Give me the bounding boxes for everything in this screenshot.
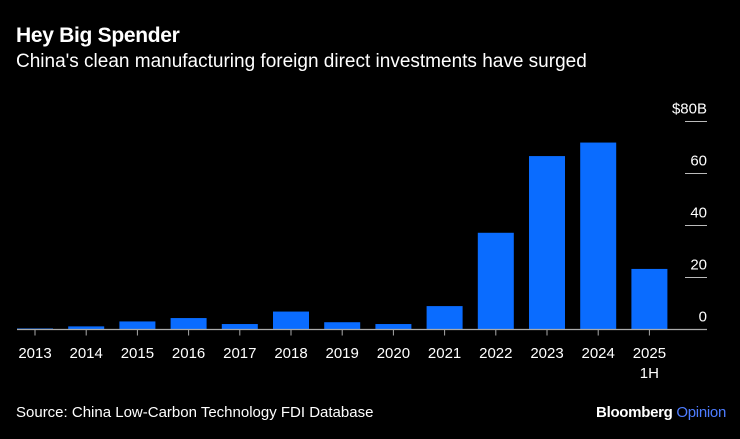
bar-11 <box>580 142 617 330</box>
y-tick-label-0: 0 <box>699 309 707 326</box>
bar-2 <box>119 321 156 330</box>
x-tick-label-12-sub: 1H <box>640 365 659 382</box>
bar-5 <box>273 311 309 330</box>
x-tick-label-5: 2018 <box>274 345 307 362</box>
x-tick-label-4: 2017 <box>223 345 256 362</box>
bar-12 <box>631 268 668 330</box>
bar-9 <box>477 232 514 330</box>
y-tick-label-3: 60 <box>690 153 707 170</box>
bar-3 <box>170 318 207 330</box>
x-tick-label-0: 2013 <box>18 345 51 362</box>
x-tick-label-10: 2023 <box>530 345 563 362</box>
chart-title: Hey Big Spender <box>16 24 180 47</box>
bar-6 <box>324 322 361 330</box>
x-tick-label-1: 2014 <box>70 345 103 362</box>
x-tick-label-6: 2019 <box>326 345 359 362</box>
bar-7 <box>375 324 412 330</box>
x-tick-label-12: 2025 <box>633 345 666 362</box>
x-tick-label-9: 2022 <box>479 345 512 362</box>
x-tick-label-8: 2021 <box>428 345 461 362</box>
bar-10 <box>529 156 565 330</box>
x-tick-label-2: 2015 <box>121 345 154 362</box>
x-tick-label-3: 2016 <box>172 345 205 362</box>
x-tick-label-7: 2020 <box>377 345 410 362</box>
y-tick-label-1: 20 <box>690 257 707 274</box>
bar-4 <box>221 324 258 330</box>
bar-8 <box>426 306 463 330</box>
y-tick-label-2: 40 <box>690 205 707 222</box>
bar-1 <box>68 326 105 330</box>
source-note: Source: China Low-Carbon Technology FDI … <box>16 404 374 421</box>
chart-subtitle: China's clean manufacturing foreign dire… <box>16 51 587 72</box>
y-tick-label-4: $80B <box>672 101 707 118</box>
brand-logo: Bloomberg Opinion <box>596 404 726 421</box>
x-tick-label-11: 2024 <box>582 345 615 362</box>
